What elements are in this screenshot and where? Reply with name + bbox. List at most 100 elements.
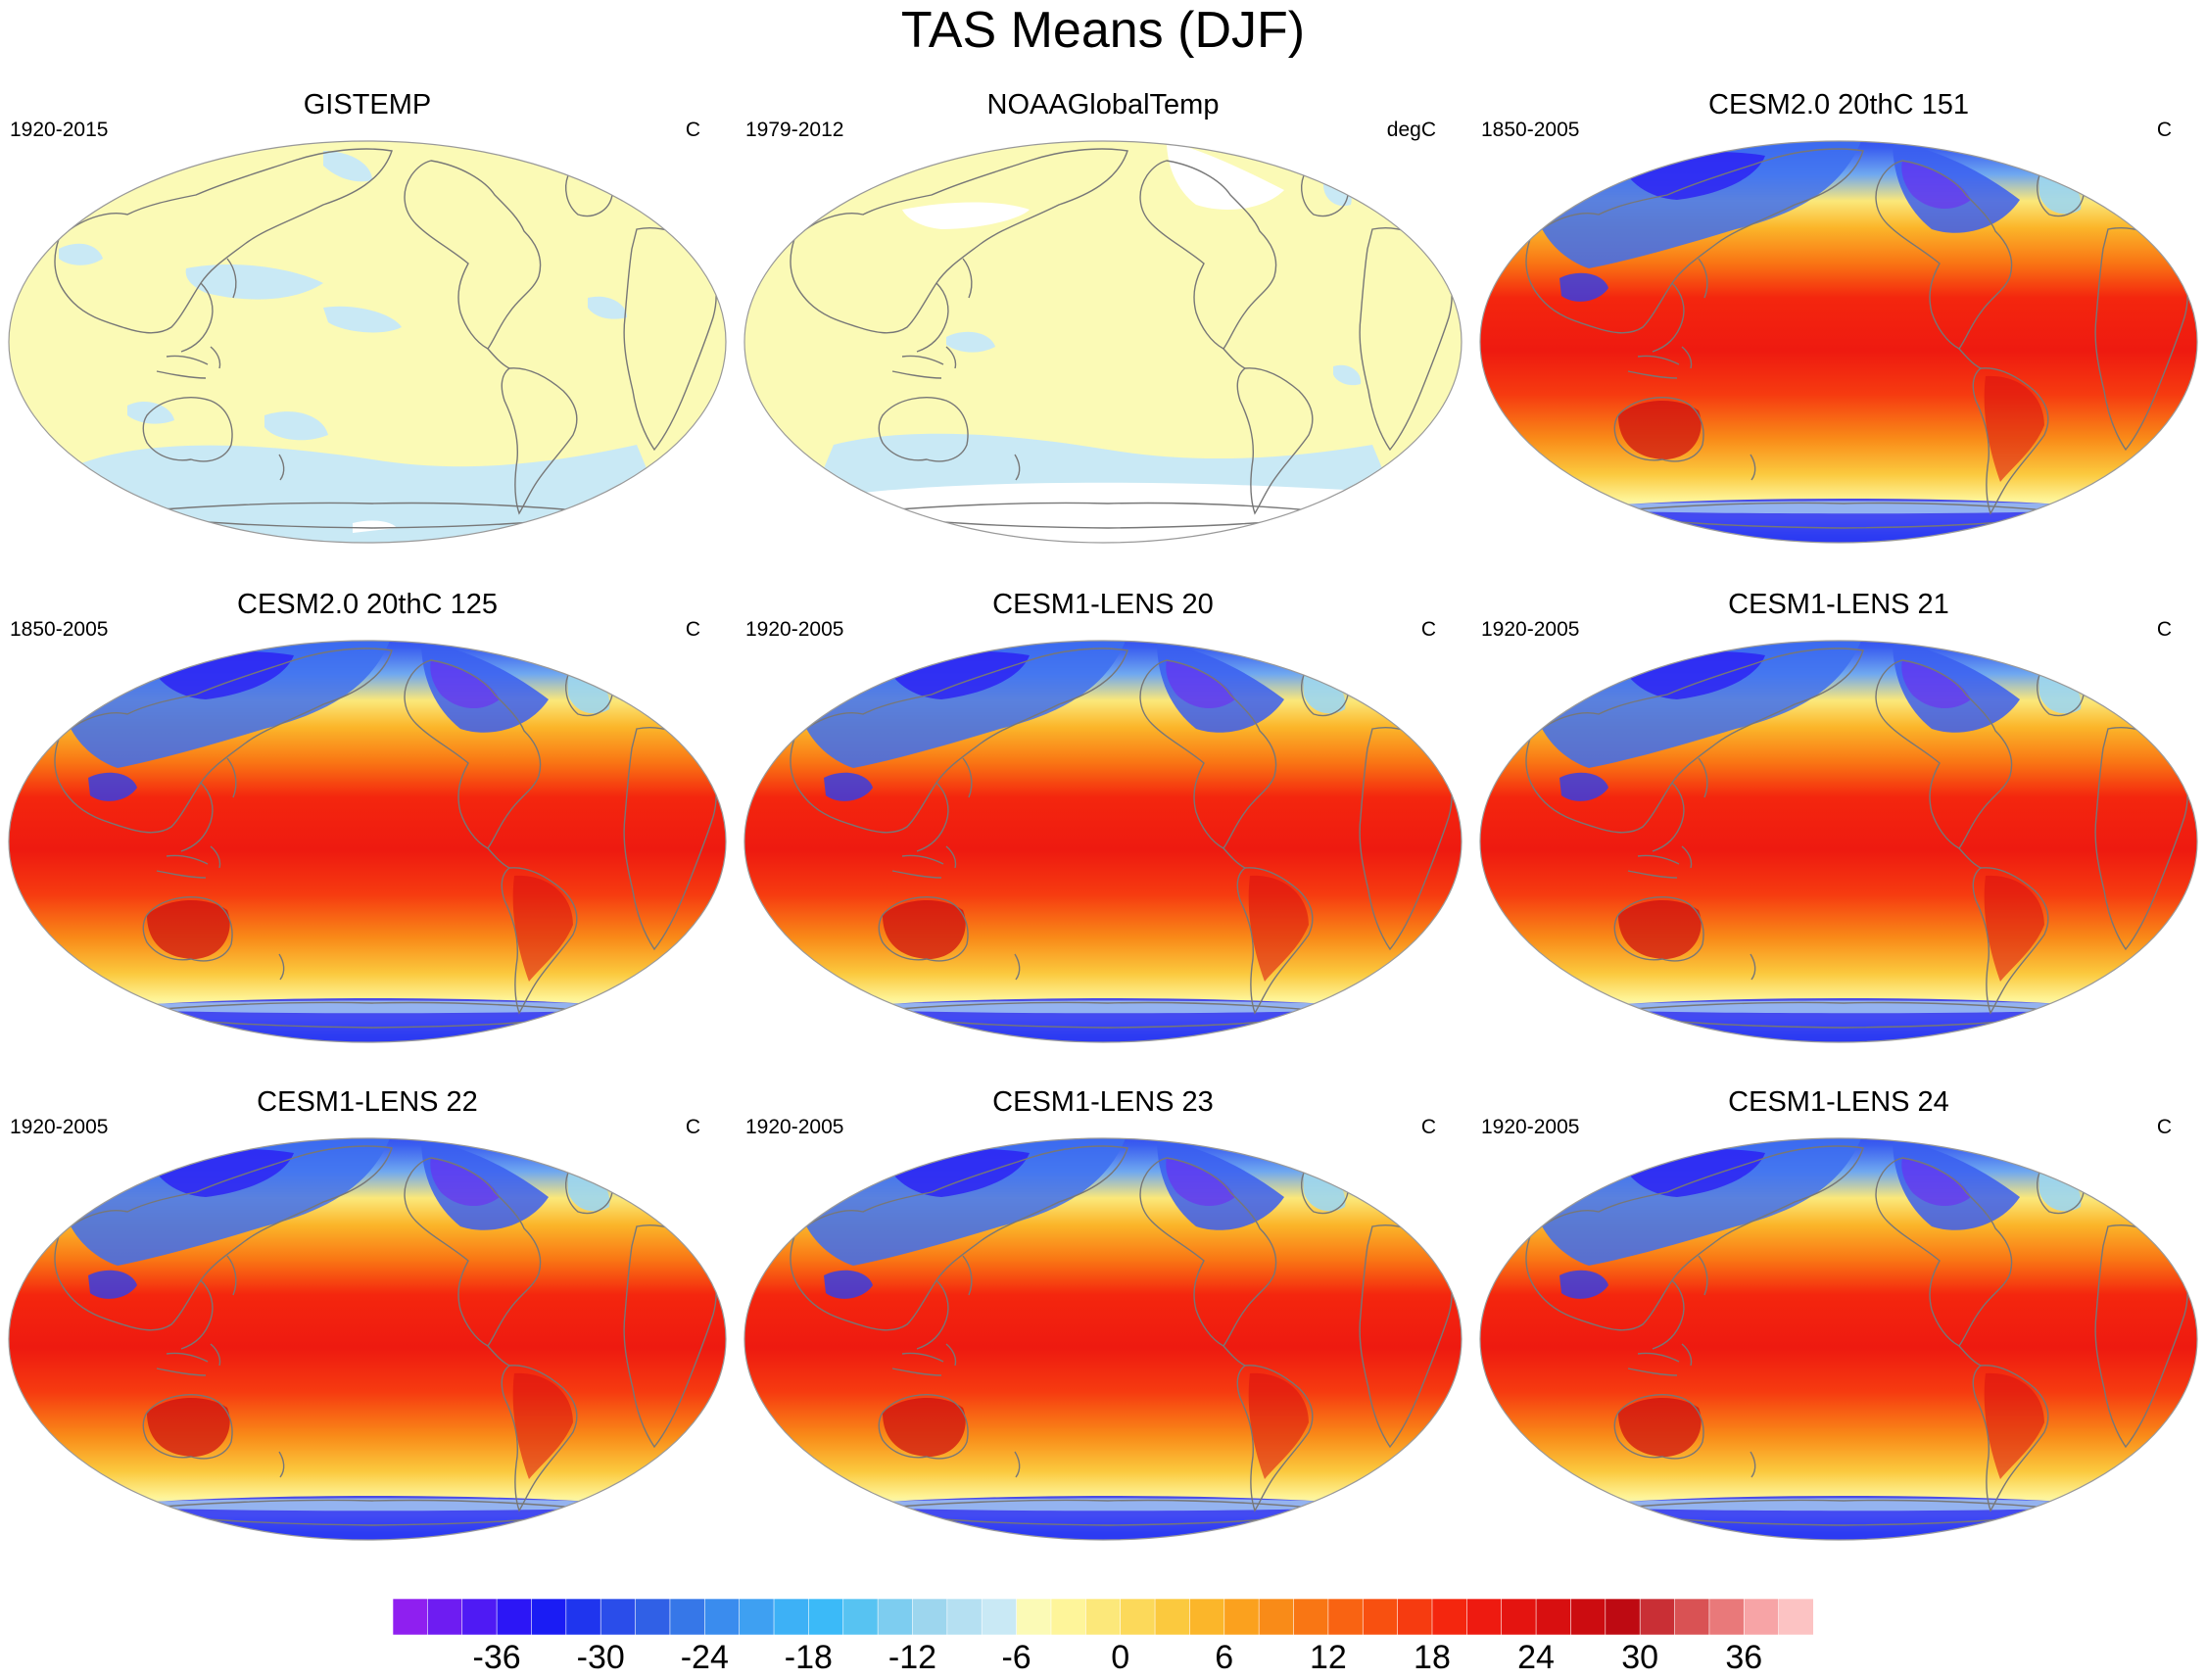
colorbar-swatch: [981, 1599, 1018, 1635]
panel-units: C: [685, 119, 700, 141]
map-panel: CESM1-LENS 21 1920-2005 C: [1471, 588, 2206, 1058]
figure-title: TAS Means (DJF): [900, 2, 1306, 59]
world-map: [743, 140, 1463, 544]
panel-period: 1850-2005: [10, 618, 109, 641]
colorbar-tick-label: 6: [1215, 1639, 1234, 1676]
colorbar-labels: -36 -30 -24 -18 -12 -6 0 6 12 18 24 30 36: [393, 1638, 1813, 1677]
colorbar-swatch: [946, 1599, 983, 1635]
colorbar-tick-label: -36: [472, 1639, 521, 1676]
colorbar-tick-label: -12: [887, 1639, 937, 1676]
colorbar-swatch: [1154, 1599, 1191, 1635]
colorbar: [393, 1599, 1813, 1635]
map-panel: CESM1-LENS 20 1920-2005 C: [736, 588, 1470, 1058]
colorbar-swatch: [1016, 1599, 1052, 1635]
colorbar-swatch: [1570, 1599, 1607, 1635]
panel-period: 1920-2005: [1481, 1116, 1580, 1138]
map-panel: CESM1-LENS 24 1920-2005 C: [1471, 1085, 2206, 1556]
colorbar-swatch: [1501, 1599, 1537, 1635]
colorbar-tick-label: -24: [680, 1639, 729, 1676]
map-panel: CESM2.0 20thC 151 1850-2005 C: [1471, 88, 2206, 558]
colorbar-swatch: [461, 1599, 498, 1635]
panel-title: NOAAGlobalTemp: [986, 89, 1220, 120]
colorbar-swatch: [1708, 1599, 1746, 1635]
colorbar-swatch: [1431, 1599, 1468, 1635]
panel-title: CESM1-LENS 23: [992, 1086, 1214, 1118]
panel-period: 1979-2012: [745, 119, 844, 141]
panel-units: C: [1420, 1116, 1436, 1138]
panel-units: C: [685, 1116, 700, 1138]
colorbar-tick-label: 30: [1621, 1639, 1659, 1676]
colorbar-swatch: [1743, 1599, 1780, 1635]
colorbar-tick-label: 12: [1309, 1639, 1347, 1676]
panel-units: degC: [1386, 119, 1436, 141]
colorbar-swatch: [739, 1599, 775, 1635]
colorbar-tick-label: 0: [1111, 1639, 1130, 1676]
map-panel: CESM1-LENS 22 1920-2005 C: [0, 1085, 735, 1556]
panel-units: C: [685, 618, 700, 641]
colorbar-swatch: [1362, 1599, 1399, 1635]
colorbar-swatch: [599, 1599, 637, 1635]
colorbar-swatch: [1397, 1599, 1433, 1635]
panel-units: C: [2156, 119, 2172, 141]
panel-title: CESM2.0 20thC 125: [237, 589, 498, 620]
panel-title: CESM1-LENS 24: [1728, 1086, 1949, 1118]
colorbar-swatch: [877, 1599, 914, 1635]
world-map: [1479, 1137, 2198, 1541]
colorbar-swatch: [1293, 1599, 1329, 1635]
panel-units: C: [2156, 1116, 2172, 1138]
colorbar-swatch: [531, 1599, 567, 1635]
panel-period: 1920-2005: [1481, 618, 1580, 641]
colorbar-swatch: [1085, 1599, 1122, 1635]
map-panel: CESM2.0 20thC 125 1850-2005 C: [0, 588, 735, 1058]
map-panel: GISTEMP 1920-2015 C: [0, 88, 735, 558]
colorbar-swatch: [808, 1599, 844, 1635]
world-map: [8, 140, 727, 544]
colorbar-swatch: [912, 1599, 948, 1635]
colorbar-tick-label: -30: [576, 1639, 625, 1676]
colorbar-swatch: [1120, 1599, 1156, 1635]
panel-units: C: [2156, 618, 2172, 641]
panel-title: CESM2.0 20thC 151: [1708, 89, 1969, 120]
colorbar-swatch: [1050, 1599, 1087, 1635]
colorbar-swatch: [1674, 1599, 1710, 1635]
colorbar-tick-label: -6: [1001, 1639, 1031, 1676]
colorbar-swatch: [1223, 1599, 1260, 1635]
colorbar-swatch: [703, 1599, 741, 1635]
colorbar-swatch: [1535, 1599, 1572, 1635]
colorbar-swatch: [565, 1599, 601, 1635]
world-map: [8, 1137, 727, 1541]
colorbar-tick-label: -18: [784, 1639, 833, 1676]
panel-period: 1920-2005: [10, 1116, 109, 1138]
colorbar-swatch: [1327, 1599, 1365, 1635]
world-map: [743, 1137, 1463, 1541]
colorbar-tick-label: 24: [1517, 1639, 1555, 1676]
colorbar-swatch: [842, 1599, 879, 1635]
colorbar-swatch: [496, 1599, 533, 1635]
colorbar-tick-label: 18: [1414, 1639, 1451, 1676]
panel-title: CESM1-LENS 22: [257, 1086, 478, 1118]
colorbar-swatch: [773, 1599, 810, 1635]
colorbar-swatch: [1189, 1599, 1225, 1635]
colorbar-swatch: [669, 1599, 706, 1635]
panel-period: 1920-2005: [745, 1116, 844, 1138]
world-map: [1479, 140, 2198, 544]
panel-title: CESM1-LENS 21: [1728, 589, 1949, 620]
colorbar-swatch: [1778, 1599, 1813, 1635]
colorbar-tick-label: 36: [1725, 1639, 1763, 1676]
colorbar-swatch: [1258, 1599, 1295, 1635]
colorbar-swatch: [1605, 1599, 1641, 1635]
panel-title: GISTEMP: [303, 89, 432, 120]
panel-period: 1920-2015: [10, 119, 109, 141]
world-map: [743, 640, 1463, 1043]
panel-period: 1920-2005: [745, 618, 844, 641]
world-map: [8, 640, 727, 1043]
panel-title: CESM1-LENS 20: [992, 589, 1214, 620]
panel-period: 1850-2005: [1481, 119, 1580, 141]
colorbar-swatch: [393, 1599, 429, 1635]
map-panel: NOAAGlobalTemp 1979-2012 degC: [736, 88, 1470, 558]
panel-units: C: [1420, 618, 1436, 641]
colorbar-swatch: [427, 1599, 463, 1635]
colorbar-swatch: [635, 1599, 671, 1635]
world-map: [1479, 640, 2198, 1043]
colorbar-swatch: [1466, 1599, 1503, 1635]
